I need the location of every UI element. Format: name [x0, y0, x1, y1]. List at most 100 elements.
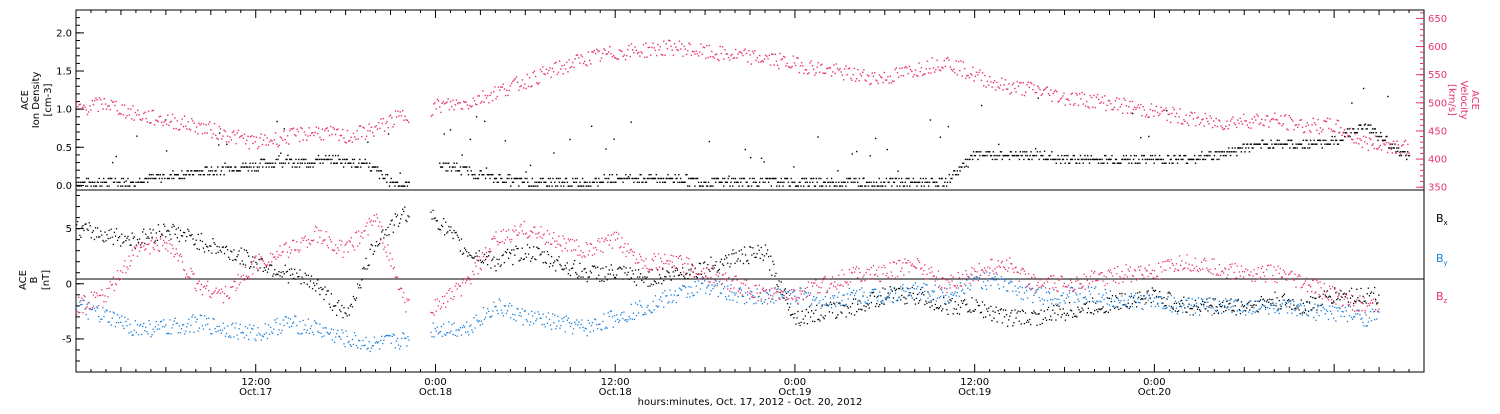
- velocity-point: [1298, 124, 1299, 125]
- bx-point: [777, 286, 778, 287]
- by-point: [510, 317, 511, 318]
- by-point: [829, 304, 830, 305]
- density-point: [604, 174, 605, 175]
- bx-point: [992, 311, 993, 312]
- by-point: [789, 295, 790, 296]
- velocity-point: [205, 124, 206, 125]
- by-point: [542, 324, 543, 325]
- bx-point: [1068, 315, 1069, 316]
- velocity-point: [138, 114, 139, 115]
- density-point: [255, 163, 256, 164]
- velocity-point: [258, 146, 259, 147]
- density-point: [551, 185, 552, 186]
- bx-point: [1235, 305, 1236, 306]
- density-point: [1149, 159, 1150, 160]
- bx-point: [525, 253, 526, 254]
- density-point: [276, 159, 277, 160]
- bx-point: [278, 271, 279, 272]
- density-point: [697, 178, 698, 179]
- density-point: [1038, 98, 1039, 99]
- by-point: [447, 332, 448, 333]
- velocity-point: [1340, 127, 1341, 128]
- velocity-point: [990, 81, 991, 82]
- density-point: [197, 170, 198, 171]
- by-point: [911, 295, 912, 296]
- bx-point: [1325, 295, 1326, 296]
- bx-point: [1293, 305, 1294, 306]
- by-point: [861, 287, 862, 288]
- by-point: [945, 295, 946, 296]
- density-point: [324, 159, 325, 160]
- by-point: [252, 328, 253, 329]
- bx-point: [324, 286, 325, 287]
- velocity-point: [1092, 106, 1093, 107]
- velocity-point: [963, 61, 964, 62]
- bx-point: [1222, 302, 1223, 303]
- velocity-point: [649, 47, 650, 48]
- by-point: [863, 292, 864, 293]
- bx-point: [1171, 306, 1172, 307]
- density-point: [1198, 155, 1199, 156]
- velocity-point: [471, 105, 472, 106]
- velocity-point: [292, 128, 293, 129]
- by-point: [575, 324, 576, 325]
- density-point: [1110, 159, 1111, 160]
- by-point: [826, 303, 827, 304]
- velocity-point: [452, 100, 453, 101]
- density-point: [948, 126, 949, 127]
- velocity-point: [347, 130, 348, 131]
- bx-point: [357, 283, 358, 284]
- velocity-point: [740, 51, 741, 52]
- by-point: [128, 332, 129, 333]
- density-point: [1101, 159, 1102, 160]
- bx-point: [176, 229, 177, 230]
- by-point: [480, 324, 481, 325]
- density-point: [256, 170, 257, 171]
- bx-point: [1360, 288, 1361, 289]
- density-point: [274, 166, 275, 167]
- by-point: [1018, 288, 1019, 289]
- by-point: [233, 336, 234, 337]
- bx-point: [772, 261, 773, 262]
- density-point: [739, 178, 740, 179]
- density-point: [454, 166, 455, 167]
- bx-point: [1223, 311, 1224, 312]
- velocity-point: [999, 87, 1000, 88]
- velocity-point: [461, 108, 462, 109]
- by-point: [143, 323, 144, 324]
- bx-point: [1305, 310, 1306, 311]
- velocity-point: [89, 105, 90, 106]
- density-point: [813, 178, 814, 179]
- by-point: [511, 305, 512, 306]
- velocity-point: [1267, 116, 1268, 117]
- bx-point: [280, 272, 281, 273]
- by-point: [553, 322, 554, 323]
- density-point: [1176, 159, 1177, 160]
- by-point: [383, 340, 384, 341]
- bx-point: [1036, 325, 1037, 326]
- by-point: [397, 338, 398, 339]
- bx-point: [205, 244, 206, 245]
- by-point: [897, 300, 898, 301]
- by-point: [726, 299, 727, 300]
- bx-point: [733, 253, 734, 254]
- bx-point: [177, 237, 178, 238]
- density-point: [541, 182, 542, 183]
- bx-point: [535, 259, 536, 260]
- density-point: [1162, 159, 1163, 160]
- bx-point: [1044, 310, 1045, 311]
- by-point: [277, 334, 278, 335]
- bx-point: [179, 241, 180, 242]
- bx-point: [946, 309, 947, 310]
- density-point: [1233, 151, 1234, 152]
- by-point: [355, 335, 356, 336]
- density-point: [1214, 155, 1215, 156]
- velocity-point: [145, 118, 146, 119]
- density-point: [1404, 151, 1405, 152]
- velocity-point: [456, 99, 457, 100]
- by-point: [380, 340, 381, 341]
- velocity-point: [1192, 113, 1193, 114]
- bx-point: [338, 300, 339, 301]
- density-point: [1333, 143, 1334, 144]
- velocity-point: [619, 49, 620, 50]
